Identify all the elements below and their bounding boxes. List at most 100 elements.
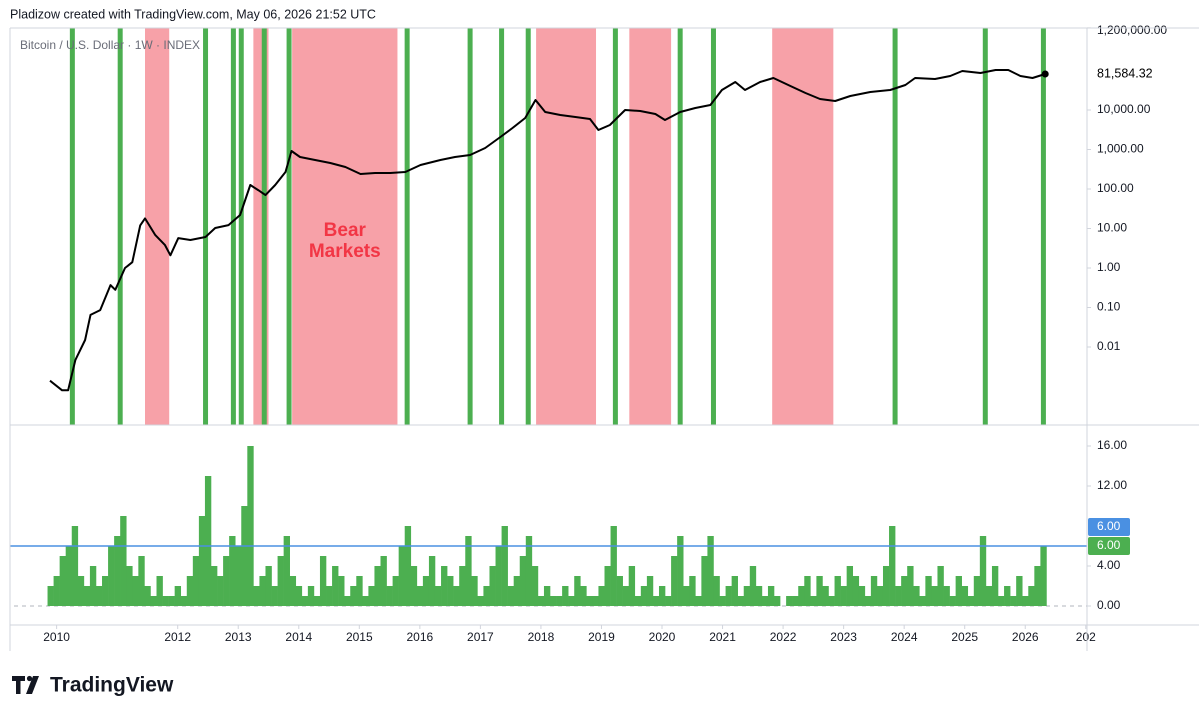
histogram-bar: [919, 596, 926, 606]
signal-line: [612, 28, 618, 425]
signal-line: [230, 28, 236, 425]
histogram-bar: [289, 576, 297, 606]
histogram-bar: [392, 576, 399, 606]
histogram-bar: [204, 476, 212, 606]
histogram-bar: [356, 576, 363, 606]
histogram-bar: [283, 536, 290, 606]
histogram-bar: [901, 576, 908, 606]
histogram-bar: [89, 566, 97, 606]
histogram-bar: [235, 546, 242, 606]
histogram-bar: [634, 596, 642, 606]
histogram-bar: [604, 566, 611, 606]
histogram-bar: [973, 576, 981, 606]
last-point: [1041, 70, 1049, 78]
histogram-bar: [531, 566, 539, 606]
histogram-bar: [683, 586, 690, 606]
histogram-bar: [326, 586, 333, 606]
histogram-bar: [707, 536, 714, 606]
signal-line: [238, 28, 244, 425]
histogram-bar: [144, 586, 151, 606]
x-tick-label: 2013: [225, 630, 252, 644]
y-tick-label: 10.00: [1097, 221, 1127, 235]
histogram-bar: [858, 586, 866, 606]
histogram-bar: [223, 556, 230, 606]
histogram-bar: [489, 566, 496, 606]
histogram-bar: [580, 586, 587, 606]
marks-layer: 0.01 0.10 1.00 10.00 100.00 1,000.00 10,000.00…: [10, 23, 1198, 644]
histogram-bar: [895, 586, 902, 606]
histogram-bar: [77, 576, 85, 606]
histogram-bar: [307, 586, 315, 606]
histogram-bar: [537, 596, 545, 606]
x-tick-label: 2016: [407, 630, 434, 644]
bear-market-region: [292, 28, 398, 425]
histogram-bar: [71, 526, 79, 606]
annotation: Markets: [309, 241, 381, 262]
histogram-bar: [598, 586, 605, 606]
histogram-bar: [719, 596, 726, 606]
x-tick-label: 2024: [891, 630, 918, 644]
histogram-bar: [95, 586, 103, 606]
histogram-bar: [1028, 586, 1035, 606]
signal-line: [467, 28, 473, 425]
annotation: Bear: [324, 220, 367, 241]
threshold-box: [1088, 518, 1130, 536]
price-line: [49, 69, 1046, 392]
histogram-bar: [495, 546, 502, 606]
histogram-bar: [798, 586, 805, 606]
histogram-bar: [271, 586, 278, 606]
histogram-bar: [59, 556, 66, 606]
x-tick-label: 202: [1076, 630, 1096, 644]
signal-line: [892, 28, 898, 425]
histogram-bar: [507, 586, 514, 606]
x-tick-label: 2015: [346, 630, 373, 644]
histogram-bar: [804, 576, 811, 606]
histogram-bar: [991, 566, 999, 606]
histogram-bar: [1016, 576, 1023, 606]
y-tick-label: 16.00: [1097, 438, 1127, 452]
histogram-bar: [913, 586, 920, 606]
histogram-bar: [83, 586, 91, 606]
y-tick-label: 4.00: [1097, 558, 1121, 572]
histogram-bar: [319, 556, 327, 606]
histogram-bar: [350, 586, 357, 606]
histogram-bar: [422, 576, 430, 606]
histogram-bar: [755, 586, 763, 606]
signal-line: [203, 28, 209, 425]
histogram-bar: [816, 576, 823, 606]
x-tick-label: 2010: [43, 630, 70, 644]
signal-line: [1040, 28, 1046, 425]
pane-regions: [69, 28, 1046, 425]
histogram-bar: [574, 576, 581, 606]
histogram-bar: [398, 546, 406, 606]
histogram-bar: [53, 576, 60, 606]
histogram-bar: [592, 596, 599, 606]
histogram-bar: [961, 586, 969, 606]
histogram-bar: [428, 556, 436, 606]
symbol-legend: Bitcoin / U.S. Dollar · 1W · INDEX: [20, 38, 200, 52]
y-tick-label: 1,000.00: [1097, 142, 1144, 156]
histogram-bar: [652, 596, 660, 606]
histogram-bar: [453, 586, 460, 606]
signal-line: [261, 28, 267, 425]
histogram-bar: [955, 576, 962, 606]
signal-line: [117, 28, 123, 425]
histogram-bar: [259, 576, 266, 606]
x-tick-label: 2012: [164, 630, 191, 644]
histogram-bar: [822, 586, 829, 606]
histogram-pane: [47, 446, 1047, 606]
histogram-bar: [622, 586, 630, 606]
histogram-bar: [907, 566, 914, 606]
histogram-bar: [737, 596, 745, 606]
histogram-bar: [876, 586, 884, 606]
histogram-bar: [277, 556, 284, 606]
y-tick-label: 10,000.00: [1097, 102, 1151, 116]
y-tick-label: 12.00: [1097, 478, 1127, 492]
threshold-label: 6.00: [1097, 519, 1121, 533]
x-tick-label: 2023: [830, 630, 857, 644]
x-tick-label: 2026: [1012, 630, 1039, 644]
histogram-bar: [198, 516, 206, 606]
last-value-label: 6.00: [1097, 538, 1121, 552]
histogram-bar: [725, 586, 732, 606]
histogram-bar: [519, 556, 527, 606]
